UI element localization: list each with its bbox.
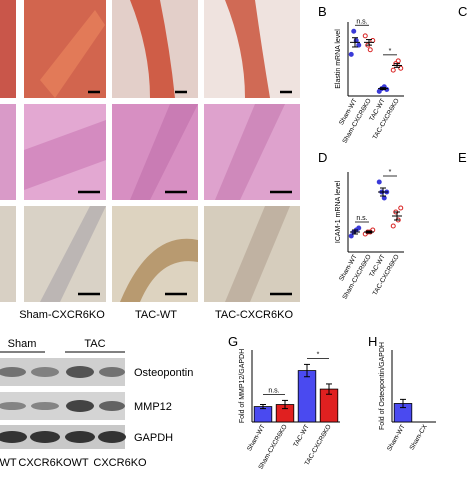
blot-lane: CXCR6KO: [18, 457, 72, 469]
image: [0, 104, 16, 200]
data-point: [390, 67, 396, 73]
y-axis-label: Fold of MMP12/GAPDH: [239, 349, 246, 423]
tissue: [215, 104, 285, 200]
data-point: [395, 58, 401, 64]
x-tick-label: Sham-WT: [246, 423, 267, 452]
significance-label: n.s.: [356, 215, 367, 222]
panel-letter: C: [458, 4, 467, 19]
data-point: [367, 47, 373, 53]
tissue: [40, 206, 106, 302]
panel-letter: D: [318, 150, 327, 165]
tissue: [225, 206, 290, 302]
blot-group: TAC: [84, 338, 105, 350]
tissue: [40, 10, 105, 98]
data-point: [362, 33, 368, 39]
blot-bands: [0, 366, 126, 443]
significance-label: *: [389, 48, 392, 55]
data-point: [381, 195, 387, 201]
data-point: [398, 65, 404, 71]
blot-lane: WT: [0, 457, 17, 469]
bar: [297, 370, 317, 423]
image-caption: TAC-CXCR6KO: [215, 309, 293, 321]
data-point: [348, 51, 354, 57]
significance-label: *: [317, 351, 320, 358]
x-tick-label: TAC-WT: [292, 423, 310, 448]
data-point: [356, 225, 362, 231]
blot-protein: GAPDH: [134, 432, 173, 444]
western-blot: Sham TAC Osteopontin MMP12 GAPDH WT CXCR…: [0, 338, 193, 469]
blot-protein: MMP12: [134, 401, 172, 413]
data-point: [376, 179, 382, 185]
data-point: [351, 28, 357, 34]
blot-lane: CXCR6KO: [93, 457, 147, 469]
image-caption: TAC-WT: [135, 309, 177, 321]
image: [0, 206, 16, 302]
x-tick-label: Sham-CX: [409, 423, 429, 451]
blot-protein: Osteopontin: [134, 367, 193, 379]
scale-bars: [78, 90, 292, 296]
panel-letter: B: [318, 4, 327, 19]
micrographs: [0, 0, 300, 302]
y-axis-label: Fold of Osteopontin/GAPDH: [379, 342, 386, 430]
panel-letter: G: [228, 334, 238, 349]
tissue: [130, 0, 175, 98]
tissue: [225, 0, 270, 98]
significance-label: *: [389, 169, 392, 176]
significance-label: n.s.: [268, 387, 279, 394]
data-point: [398, 205, 404, 211]
data-point: [356, 42, 362, 48]
tissue: [130, 104, 198, 200]
significance-label: n.s.: [356, 18, 367, 25]
data-point: [390, 223, 396, 229]
y-axis-label: Elastin mRNA level: [335, 29, 342, 89]
image: [0, 0, 16, 98]
panel-letter: E: [458, 150, 467, 165]
tissue: [120, 238, 198, 302]
blot-lane: WT: [71, 457, 88, 469]
data-point: [348, 233, 354, 239]
image-caption: Sham-CXCR6KO: [19, 309, 105, 321]
x-tick-label: Sham-WT: [386, 423, 407, 452]
blot-group: Sham: [8, 338, 37, 350]
panel-letter: H: [368, 334, 377, 349]
tissue: [24, 120, 106, 190]
y-axis-label: ICAM-1 mRNA level: [335, 180, 342, 243]
